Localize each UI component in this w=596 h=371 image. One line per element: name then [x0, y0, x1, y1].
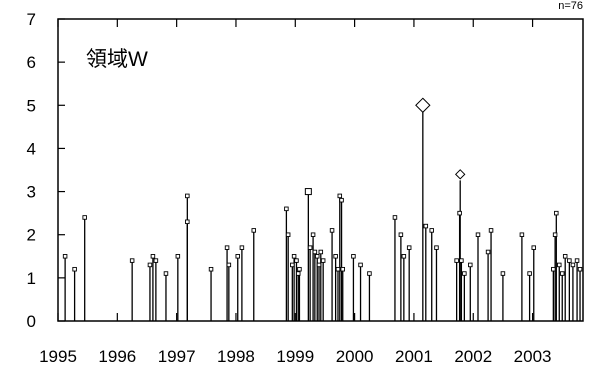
dot-marker: [551, 266, 556, 272]
x-axis: 1995 1996 1997 1998 1999 2000 2001 2002 2003: [39, 19, 551, 366]
dot-marker: [175, 254, 181, 259]
dot-marker: [459, 258, 464, 263]
dot-marker: [297, 266, 302, 272]
markers-layer: [62, 97, 583, 276]
dot-marker: [163, 271, 169, 276]
dot-marker: [153, 258, 159, 263]
dot-marker: [468, 262, 473, 268]
dot-marker: [147, 262, 153, 268]
dot-marker: [488, 228, 494, 233]
dot-marker: [284, 206, 289, 212]
x-tick-label: 2000: [336, 347, 374, 366]
dot-marker: [562, 254, 568, 259]
dot-marker: [401, 254, 407, 259]
dot-marker: [475, 232, 481, 237]
stems-layer: [64, 111, 581, 321]
dot-marker: [291, 254, 297, 259]
dot-marker: [316, 262, 322, 268]
x-tick-label: 2001: [395, 347, 433, 366]
plot-frame: [57, 18, 584, 322]
dot-marker: [557, 262, 562, 268]
dot-marker: [290, 262, 295, 268]
y-tick-label: 2: [27, 226, 36, 245]
dot-marker: [406, 245, 412, 250]
diamond-marker: [415, 97, 431, 113]
x-tick-label: 1998: [217, 347, 255, 366]
y-tick-label: 3: [27, 183, 36, 202]
x-tick-label: 1997: [158, 347, 196, 366]
y-tick-label: 5: [27, 96, 36, 115]
dot-marker: [251, 228, 257, 233]
dot-marker: [574, 258, 580, 263]
dot-marker: [318, 249, 324, 255]
dot-marker: [226, 262, 232, 268]
dot-marker: [82, 215, 87, 220]
dot-marker: [577, 266, 583, 272]
dot-marker: [239, 245, 245, 250]
dot-marker: [294, 258, 299, 263]
y-tick-label: 0: [27, 312, 36, 331]
x-tick-label: 1995: [39, 347, 77, 366]
dot-marker: [454, 258, 459, 263]
dot-marker: [351, 254, 356, 259]
dot-marker: [329, 228, 335, 233]
dot-marker: [559, 271, 565, 276]
y-tick-label: 4: [27, 139, 36, 158]
dot-marker: [235, 254, 240, 259]
dot-marker: [150, 254, 156, 259]
dot-marker: [335, 266, 341, 272]
y-axis: 0 1 2 3 4 5 6 7: [27, 10, 65, 331]
dot-marker: [367, 271, 372, 276]
dot-marker: [462, 271, 467, 276]
dot-marker: [485, 249, 491, 255]
dot-marker: [398, 232, 404, 237]
dot-marker: [296, 271, 301, 276]
dot-marker: [358, 262, 363, 268]
dot-marker: [314, 254, 320, 259]
dot-marker: [337, 193, 343, 199]
dot-marker: [320, 258, 326, 263]
dot-marker: [224, 245, 230, 250]
square-marker: [304, 188, 312, 196]
dot-marker: [429, 228, 434, 233]
x-tick-label: 2002: [454, 347, 492, 366]
x-tick-label: 2003: [514, 347, 552, 366]
region-annotation: 領域W: [86, 48, 148, 71]
y-tick-label: 7: [27, 10, 36, 29]
dot-marker: [531, 245, 537, 250]
y-tick-label: 6: [27, 53, 36, 72]
y-tick-label: 1: [27, 269, 36, 288]
dot-marker: [554, 210, 559, 216]
dot-marker: [307, 245, 313, 250]
dot-marker: [185, 219, 190, 225]
dot-marker: [285, 232, 291, 237]
dot-marker: [310, 232, 316, 237]
dot-marker: [312, 249, 318, 255]
dot-marker: [62, 254, 68, 259]
x-tick-label: 1999: [276, 347, 314, 366]
dot-marker: [567, 258, 572, 263]
dot-marker: [434, 245, 439, 250]
dot-marker: [552, 232, 558, 237]
dot-marker: [392, 215, 398, 220]
dot-marker: [72, 266, 77, 272]
dot-marker: [340, 266, 345, 272]
dot-marker: [423, 223, 429, 229]
diamond-marker: [454, 169, 466, 180]
dot-marker: [129, 258, 135, 263]
dot-marker: [339, 197, 344, 203]
count-label: n=76: [558, 0, 583, 12]
dot-marker: [570, 262, 576, 268]
dot-marker: [527, 271, 532, 276]
dot-marker: [457, 210, 462, 216]
dot-marker: [333, 254, 338, 259]
dot-marker: [185, 193, 190, 199]
dot-marker: [208, 266, 214, 272]
x-tick-label: 1996: [98, 347, 136, 366]
dot-marker: [500, 271, 506, 276]
dot-marker: [519, 232, 525, 237]
